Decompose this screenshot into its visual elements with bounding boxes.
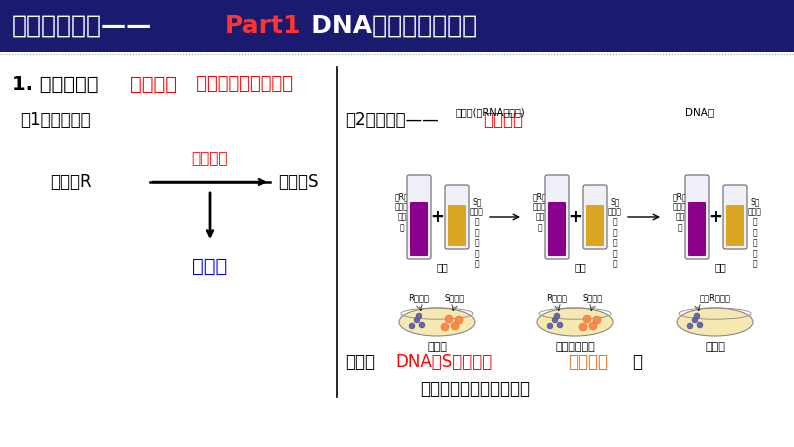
Text: 无毒活R: 无毒活R [50, 173, 91, 191]
Text: 遗传物质: 遗传物质 [568, 353, 608, 371]
Text: R型细菌: R型细菌 [409, 293, 430, 302]
Ellipse shape [399, 308, 475, 336]
Text: 可遗传: 可遗传 [192, 257, 228, 276]
Text: 第五组: 第五组 [705, 342, 725, 352]
Text: 蛋白质(或RNA酶、酶): 蛋白质(或RNA酶、酶) [455, 107, 525, 117]
Text: +: + [430, 208, 444, 226]
FancyBboxPatch shape [723, 185, 747, 249]
Text: ；: ； [632, 353, 642, 371]
Circle shape [589, 322, 597, 330]
FancyBboxPatch shape [586, 205, 604, 246]
Circle shape [692, 317, 698, 323]
Text: 第一组: 第一组 [427, 342, 447, 352]
FancyBboxPatch shape [685, 175, 709, 259]
Text: 混合: 混合 [574, 262, 586, 272]
Text: DNA是S型细菌的: DNA是S型细菌的 [395, 353, 492, 371]
Circle shape [409, 323, 415, 329]
Text: S型
细菌的
细
胞
提
取
液: S型 细菌的 细 胞 提 取 液 [608, 197, 622, 268]
Text: 二、核心点拨——: 二、核心点拨—— [12, 14, 152, 38]
Circle shape [441, 323, 449, 331]
Circle shape [579, 323, 587, 331]
Text: （2）艾弗里——: （2）艾弗里—— [345, 111, 439, 129]
Text: 有R型
细菌的
培养
基: 有R型 细菌的 培养 基 [673, 192, 688, 232]
Text: S型
细菌的
细
胞
提
取
液: S型 细菌的 细 胞 提 取 液 [470, 197, 484, 268]
FancyBboxPatch shape [407, 175, 431, 259]
FancyBboxPatch shape [445, 185, 469, 249]
Text: （本质是基因重组）: （本质是基因重组） [190, 75, 293, 93]
Text: 有R型
细菌的
培养
基: 有R型 细菌的 培养 基 [395, 192, 410, 232]
Text: 1. 肺炎链球菌: 1. 肺炎链球菌 [12, 75, 98, 93]
Text: 转化因子: 转化因子 [191, 151, 228, 166]
Bar [0, 0, 794, 52]
FancyBboxPatch shape [545, 175, 569, 259]
Text: S型
细菌的
细
胞
提
取
液: S型 细菌的 细 胞 提 取 液 [748, 197, 762, 268]
Text: 结论：: 结论： [345, 353, 375, 371]
Text: 混合: 混合 [714, 262, 726, 272]
Circle shape [697, 322, 703, 328]
FancyBboxPatch shape [688, 202, 706, 256]
Text: 混合: 混合 [436, 262, 448, 272]
Text: （1）格里菲思: （1）格里菲思 [20, 111, 91, 129]
Circle shape [547, 323, 553, 329]
Text: S型细菌: S型细菌 [445, 293, 465, 302]
Circle shape [414, 317, 420, 323]
Text: DNA是主要遗传物质: DNA是主要遗传物质 [285, 14, 477, 38]
Text: Part1: Part1 [225, 14, 302, 38]
Circle shape [455, 316, 463, 324]
Circle shape [445, 315, 453, 323]
Circle shape [583, 315, 591, 323]
Ellipse shape [677, 308, 753, 336]
Circle shape [416, 313, 422, 319]
FancyBboxPatch shape [410, 202, 428, 256]
Text: 有R型
细菌的
培养
基: 有R型 细菌的 培养 基 [533, 192, 547, 232]
Text: 转化实验: 转化实验 [130, 75, 177, 93]
Circle shape [694, 313, 700, 319]
Circle shape [554, 313, 560, 319]
Text: R型细菌: R型细菌 [546, 293, 568, 302]
Circle shape [419, 322, 425, 328]
Text: 减法原理: 减法原理 [483, 111, 523, 129]
Text: 有毒活S: 有毒活S [278, 173, 318, 191]
Text: 第二至第四组: 第二至第四组 [555, 342, 595, 352]
FancyBboxPatch shape [448, 205, 466, 246]
Text: +: + [708, 208, 722, 226]
Circle shape [593, 316, 601, 324]
Text: S型细菌: S型细菌 [583, 293, 603, 302]
Circle shape [687, 323, 693, 329]
FancyBboxPatch shape [726, 205, 744, 246]
Circle shape [552, 317, 558, 323]
Text: DNA酶: DNA酶 [685, 107, 715, 117]
FancyBboxPatch shape [583, 185, 607, 249]
Text: +: + [568, 208, 582, 226]
Circle shape [451, 322, 459, 330]
Text: 蛋白质等其他物质不是。: 蛋白质等其他物质不是。 [420, 380, 530, 398]
Text: 只长R型细菌: 只长R型细菌 [700, 293, 730, 302]
Ellipse shape [537, 308, 613, 336]
FancyBboxPatch shape [548, 202, 566, 256]
Circle shape [557, 322, 563, 328]
